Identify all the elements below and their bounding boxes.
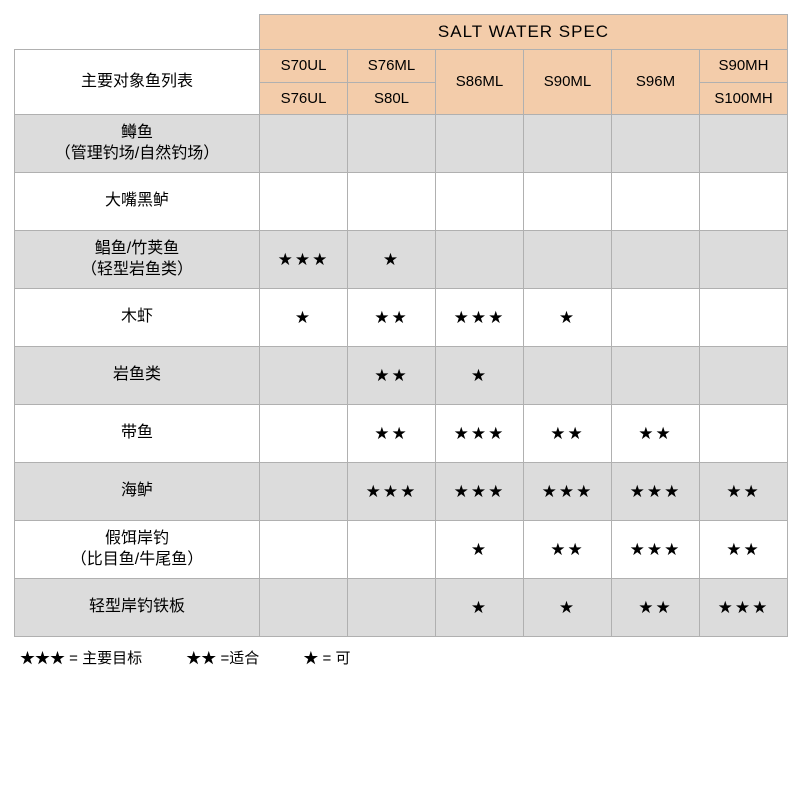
rating-cell [436,231,524,289]
rating-cell [524,173,612,231]
col-S76UL: S76UL [260,82,348,115]
rating-cell [260,521,348,579]
legend-main: ★★★ = 主要目标 [20,647,142,668]
rating-cell [436,173,524,231]
table-row: 大嘴黑鲈 [15,173,788,231]
rating-cell [700,347,788,405]
col-S90ML: S90ML [524,50,612,115]
rating-cell: ★★ [524,405,612,463]
rating-cell [524,347,612,405]
legend: ★★★ = 主要目标 ★★ =适合 ★ = 可 [14,647,786,668]
rating-cell: ★ [436,521,524,579]
rating-cell: ★★ [348,405,436,463]
legend-suit: ★★ =适合 [186,647,259,668]
rating-cell [612,347,700,405]
col-S70UL: S70UL [260,50,348,83]
rating-cell: ★★ [700,463,788,521]
rating-cell [260,405,348,463]
rating-cell: ★ [524,579,612,637]
rating-cell: ★ [348,231,436,289]
rating-cell [612,231,700,289]
col-header-row-1: 主要对象鱼列表 S70UL S76ML S86ML S90ML S96M S90… [15,50,788,83]
rating-cell: ★★ [700,521,788,579]
blank-top-left [15,15,260,50]
rating-cell: ★★★ [524,463,612,521]
col-S100MH: S100MH [700,82,788,115]
row-label: 岩鱼类 [15,347,260,405]
rating-cell [260,579,348,637]
rating-cell: ★★★ [436,289,524,347]
rating-cell: ★ [524,289,612,347]
table-row: 鳟鱼（管理钓场/自然钓场） [15,115,788,173]
section-header-row: SALT WATER SPEC [15,15,788,50]
col-S96M: S96M [612,50,700,115]
row-label: 木虾 [15,289,260,347]
col-S76ML: S76ML [348,50,436,83]
table-row: 岩鱼类 ★★★ [15,347,788,405]
rating-cell: ★★ [612,579,700,637]
rating-cell: ★★★ [260,231,348,289]
table-row: 轻型岸钓铁板★★★★★★★ [15,579,788,637]
row-label: 鳟鱼（管理钓场/自然钓场） [15,115,260,173]
rating-cell: ★★★ [700,579,788,637]
rating-cell [348,173,436,231]
row-label: 鲳鱼/竹荚鱼（轻型岩鱼类） [15,231,260,289]
rating-cell [260,347,348,405]
row-label: 海鲈 [15,463,260,521]
rating-cell: ★★★ [436,405,524,463]
rating-cell: ★★★ [436,463,524,521]
row-label: 大嘴黑鲈 [15,173,260,231]
rating-cell [260,173,348,231]
rating-cell: ★ [436,347,524,405]
row-label: 假饵岸钓（比目鱼/牛尾鱼） [15,521,260,579]
rating-cell [348,579,436,637]
rating-cell: ★★★ [612,521,700,579]
table-row: 海鲈★★★★★★★★★★★★★★ [15,463,788,521]
row-label: 轻型岸钓铁板 [15,579,260,637]
rating-cell: ★★★ [612,463,700,521]
rating-cell [700,231,788,289]
rating-cell [700,173,788,231]
table-row: 鲳鱼/竹荚鱼（轻型岩鱼类）★★★★ [15,231,788,289]
row-header-title: 主要对象鱼列表 [15,50,260,115]
col-S90MH: S90MH [700,50,788,83]
rating-cell: ★★ [612,405,700,463]
rating-cell: ★★★ [348,463,436,521]
rating-cell [348,115,436,173]
rating-cell: ★★ [348,347,436,405]
rating-cell: ★★ [524,521,612,579]
table-row: 假饵岸钓（比目鱼/牛尾鱼）★★★★★★★★ [15,521,788,579]
rating-cell [524,231,612,289]
rating-cell [436,115,524,173]
rating-cell [612,173,700,231]
rating-cell [260,463,348,521]
rating-cell [700,289,788,347]
legend-ok: ★ = 可 [303,647,350,668]
section-header: SALT WATER SPEC [260,15,788,50]
row-label: 带鱼 [15,405,260,463]
table-row: 带鱼★★★★★★★★★ [15,405,788,463]
rating-cell: ★★ [348,289,436,347]
fish-spec-table: SALT WATER SPEC 主要对象鱼列表 S70UL S76ML S86M… [14,14,788,637]
rating-cell [700,405,788,463]
rating-cell [524,115,612,173]
rating-cell [612,289,700,347]
rating-cell [700,115,788,173]
rating-cell: ★ [436,579,524,637]
col-S86ML: S86ML [436,50,524,115]
rating-cell: ★ [260,289,348,347]
rating-cell [612,115,700,173]
table-row: 木虾★★★★★★★ [15,289,788,347]
rating-cell [348,521,436,579]
col-S80L: S80L [348,82,436,115]
rating-cell [260,115,348,173]
